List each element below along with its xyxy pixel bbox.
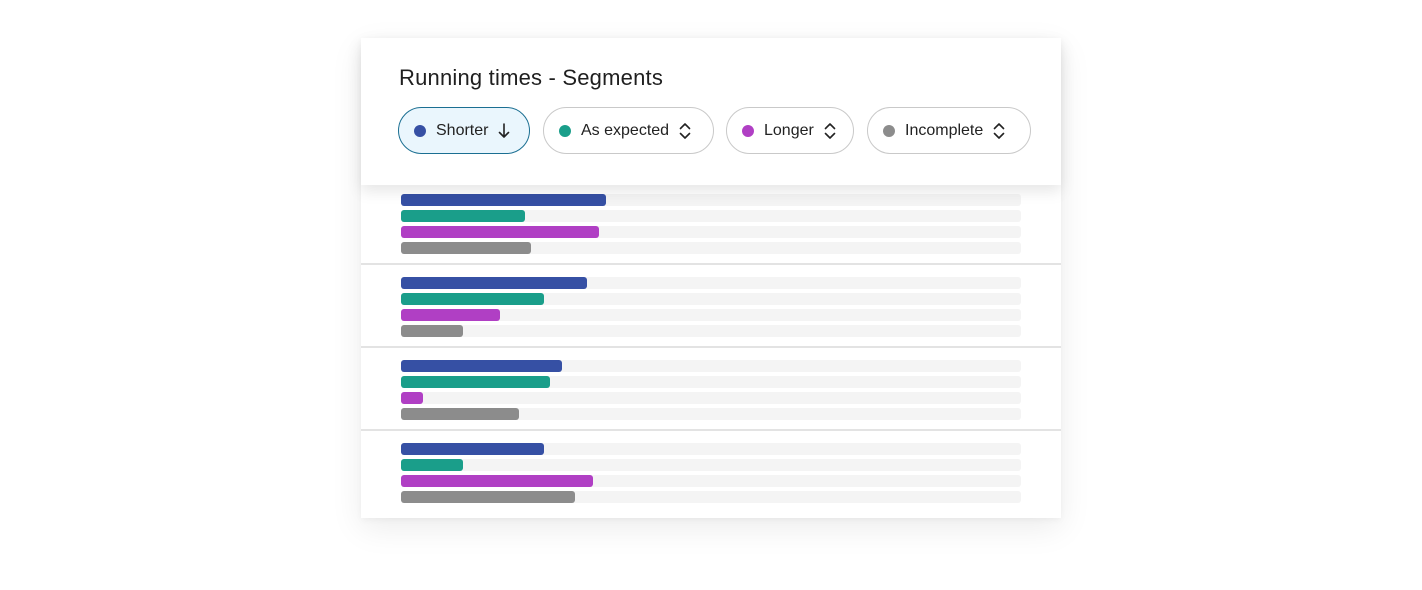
bar-as-expected-3 <box>401 376 550 388</box>
bar-track <box>401 475 1021 487</box>
bar-track <box>401 360 1021 372</box>
bar-as-expected-2 <box>401 293 544 305</box>
chart-title: Running times - Segments <box>399 65 664 90</box>
bar-track <box>401 242 1021 254</box>
group-divider <box>361 346 1061 348</box>
bar-track <box>401 408 1021 420</box>
group-divider <box>361 263 1061 265</box>
bar-shorter-4 <box>401 443 544 455</box>
sort-chip-as-expected[interactable]: As expected <box>543 107 714 154</box>
sort-chip-longer[interactable]: Longer <box>726 107 854 154</box>
group-divider <box>361 429 1061 431</box>
sort-updown-icon <box>824 122 836 139</box>
bar-longer-4 <box>401 475 593 487</box>
bar-track <box>401 443 1021 455</box>
arrow-down-icon <box>499 122 510 138</box>
bar-track <box>401 194 1021 206</box>
chip-label-incomplete: Incomplete <box>905 121 984 139</box>
incomplete-color-dot <box>883 124 895 137</box>
chip-label-longer: Longer <box>764 121 814 139</box>
bar-track <box>401 226 1021 238</box>
bar-incomplete-3 <box>401 408 519 420</box>
bar-track <box>401 376 1021 388</box>
chart-header: Running times - Segments Shorter As expe… <box>361 38 1061 185</box>
bar-shorter-2 <box>401 277 587 289</box>
sort-chip-incomplete[interactable]: Incomplete <box>867 107 1031 154</box>
bar-track <box>401 325 1021 337</box>
chart-card: Running times - Segments Shorter As expe… <box>361 38 1061 518</box>
sort-updown-icon <box>993 122 1005 139</box>
bar-track <box>401 277 1021 289</box>
shorter-color-dot <box>414 124 426 137</box>
chip-label-shorter: Shorter <box>436 121 489 139</box>
bar-as-expected-1 <box>401 210 525 222</box>
longer-color-dot <box>742 124 754 137</box>
bar-track <box>401 491 1021 503</box>
bar-shorter-3 <box>401 360 562 372</box>
bar-track <box>401 210 1021 222</box>
sort-chip-shorter[interactable]: Shorter <box>398 107 530 154</box>
bar-track <box>401 392 1021 404</box>
bar-incomplete-2 <box>401 325 463 337</box>
bar-longer-3 <box>401 392 423 404</box>
bar-incomplete-1 <box>401 242 531 254</box>
bar-track <box>401 309 1021 321</box>
bar-longer-1 <box>401 226 599 238</box>
bar-as-expected-4 <box>401 459 463 471</box>
chip-label-as-expected: As expected <box>581 121 670 139</box>
bar-track <box>401 293 1021 305</box>
bar-shorter-1 <box>401 194 606 206</box>
bar-longer-2 <box>401 309 500 321</box>
as-expected-color-dot <box>559 124 571 137</box>
bar-chart-area <box>361 185 1061 518</box>
sort-updown-icon <box>679 122 691 139</box>
bar-incomplete-4 <box>401 491 575 503</box>
bar-track <box>401 459 1021 471</box>
